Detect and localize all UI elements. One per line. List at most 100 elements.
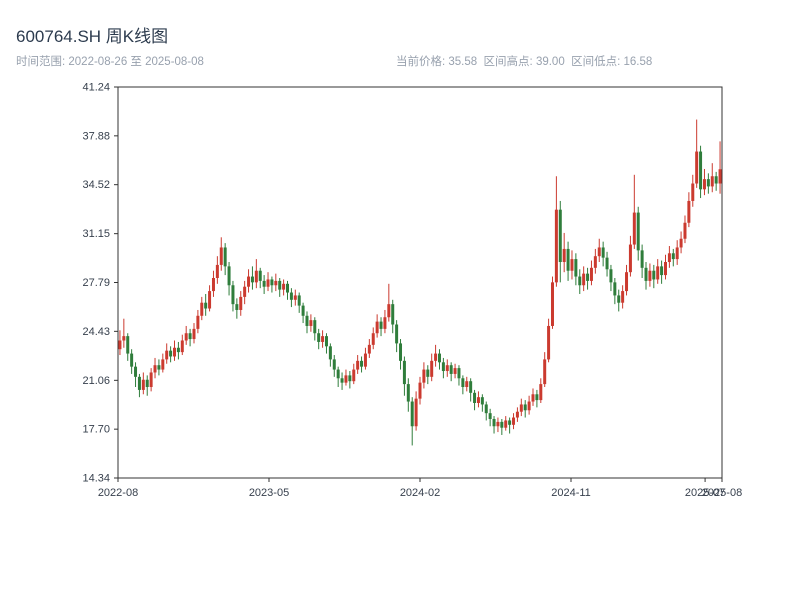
candle-body bbox=[504, 420, 508, 428]
candle-body bbox=[601, 247, 605, 258]
candle-body bbox=[258, 270, 262, 281]
candle-body bbox=[718, 169, 722, 184]
candle-body bbox=[328, 346, 332, 360]
candle-body bbox=[508, 420, 512, 425]
candle-body bbox=[196, 315, 200, 329]
candle-body bbox=[547, 325, 551, 360]
candle-body bbox=[414, 398, 418, 427]
y-tick-label: 41.24 bbox=[82, 82, 110, 94]
candle-body bbox=[597, 247, 601, 257]
candle-body bbox=[173, 347, 177, 357]
x-tick-label: 2024-11 bbox=[551, 487, 591, 499]
candle-body bbox=[188, 333, 192, 340]
candle-body bbox=[383, 317, 387, 329]
candle-body bbox=[437, 353, 441, 363]
candle-body bbox=[235, 304, 239, 310]
candle-body bbox=[344, 375, 348, 383]
candle-body bbox=[371, 333, 375, 345]
candle-body bbox=[628, 244, 632, 273]
candle-body bbox=[266, 279, 270, 287]
candle-body bbox=[476, 397, 480, 403]
candle-body bbox=[324, 336, 328, 347]
candle-body bbox=[636, 212, 640, 251]
candle-body bbox=[375, 321, 379, 334]
y-tick-label: 37.88 bbox=[82, 130, 110, 142]
candle-body bbox=[399, 343, 403, 361]
candle-body bbox=[153, 365, 157, 373]
candle-body bbox=[554, 209, 558, 283]
price-stats-label: 当前价格: 35.58 区间高点: 39.00 区间低点: 16.58 bbox=[396, 56, 653, 68]
candle-body bbox=[512, 417, 516, 425]
candle-body bbox=[691, 183, 695, 201]
candle-body bbox=[457, 368, 461, 379]
candle-body bbox=[683, 222, 687, 239]
candle-body bbox=[387, 304, 391, 318]
candle-body bbox=[543, 359, 547, 385]
candle-body bbox=[270, 279, 274, 286]
candle-body bbox=[118, 340, 122, 350]
candle-body bbox=[663, 262, 667, 276]
candle-body bbox=[208, 291, 212, 309]
candle-body bbox=[297, 295, 301, 306]
candle-body bbox=[558, 209, 562, 263]
candle-body bbox=[184, 333, 188, 341]
candle-body bbox=[519, 404, 523, 412]
candle-body bbox=[336, 369, 340, 379]
candle-body bbox=[652, 270, 656, 280]
candle-body bbox=[165, 350, 169, 360]
candle-body bbox=[332, 359, 336, 370]
candle-body bbox=[395, 324, 399, 344]
x-tick-label: 2023-05 bbox=[249, 487, 289, 499]
candle-body bbox=[617, 295, 621, 303]
candle-body bbox=[593, 256, 597, 268]
candle-body bbox=[161, 359, 165, 370]
candle-body bbox=[157, 365, 161, 370]
y-tick-label: 27.79 bbox=[82, 277, 110, 289]
candle-body bbox=[352, 369, 356, 382]
candle-body bbox=[223, 247, 227, 267]
candle-body bbox=[289, 292, 293, 300]
candle-body bbox=[406, 384, 410, 402]
candle-body bbox=[570, 259, 574, 271]
candle-body bbox=[200, 302, 204, 316]
y-tick-label: 17.70 bbox=[82, 424, 110, 436]
candle-body bbox=[219, 247, 223, 265]
candle-body bbox=[648, 270, 652, 281]
candle-body bbox=[562, 248, 566, 263]
candle-body bbox=[309, 320, 313, 326]
candle-body bbox=[671, 253, 675, 260]
candle-body bbox=[484, 404, 488, 414]
candle-body bbox=[675, 247, 679, 260]
x-tick-label: 2024-02 bbox=[400, 487, 440, 499]
candle-body bbox=[531, 394, 535, 402]
candle-body bbox=[695, 151, 699, 184]
candle-body bbox=[422, 369, 426, 383]
candle-body bbox=[449, 365, 453, 374]
candle-body bbox=[227, 266, 231, 286]
candle-body bbox=[660, 266, 664, 276]
candle-body bbox=[687, 200, 691, 223]
candle-body bbox=[301, 305, 305, 316]
candle-body bbox=[169, 350, 173, 357]
candle-body bbox=[122, 336, 126, 341]
candle-body bbox=[589, 267, 593, 281]
candle-body bbox=[134, 366, 138, 377]
candle-body bbox=[305, 315, 309, 326]
candle-body bbox=[710, 176, 714, 187]
candle-body bbox=[605, 257, 609, 270]
candle-body bbox=[679, 238, 683, 248]
candle-body bbox=[500, 421, 504, 428]
candle-body bbox=[461, 378, 465, 388]
candle-body bbox=[582, 273, 586, 286]
candle-body bbox=[473, 392, 477, 403]
x-tick-label: 2025-07 bbox=[685, 487, 725, 499]
candle-body bbox=[204, 302, 208, 309]
candle-body bbox=[126, 336, 130, 354]
candle-body bbox=[282, 283, 286, 290]
candle-body bbox=[391, 304, 395, 325]
candle-body bbox=[176, 347, 180, 353]
candle-body bbox=[379, 321, 383, 329]
y-tick-label: 34.52 bbox=[82, 179, 110, 191]
candle-body bbox=[317, 333, 321, 342]
